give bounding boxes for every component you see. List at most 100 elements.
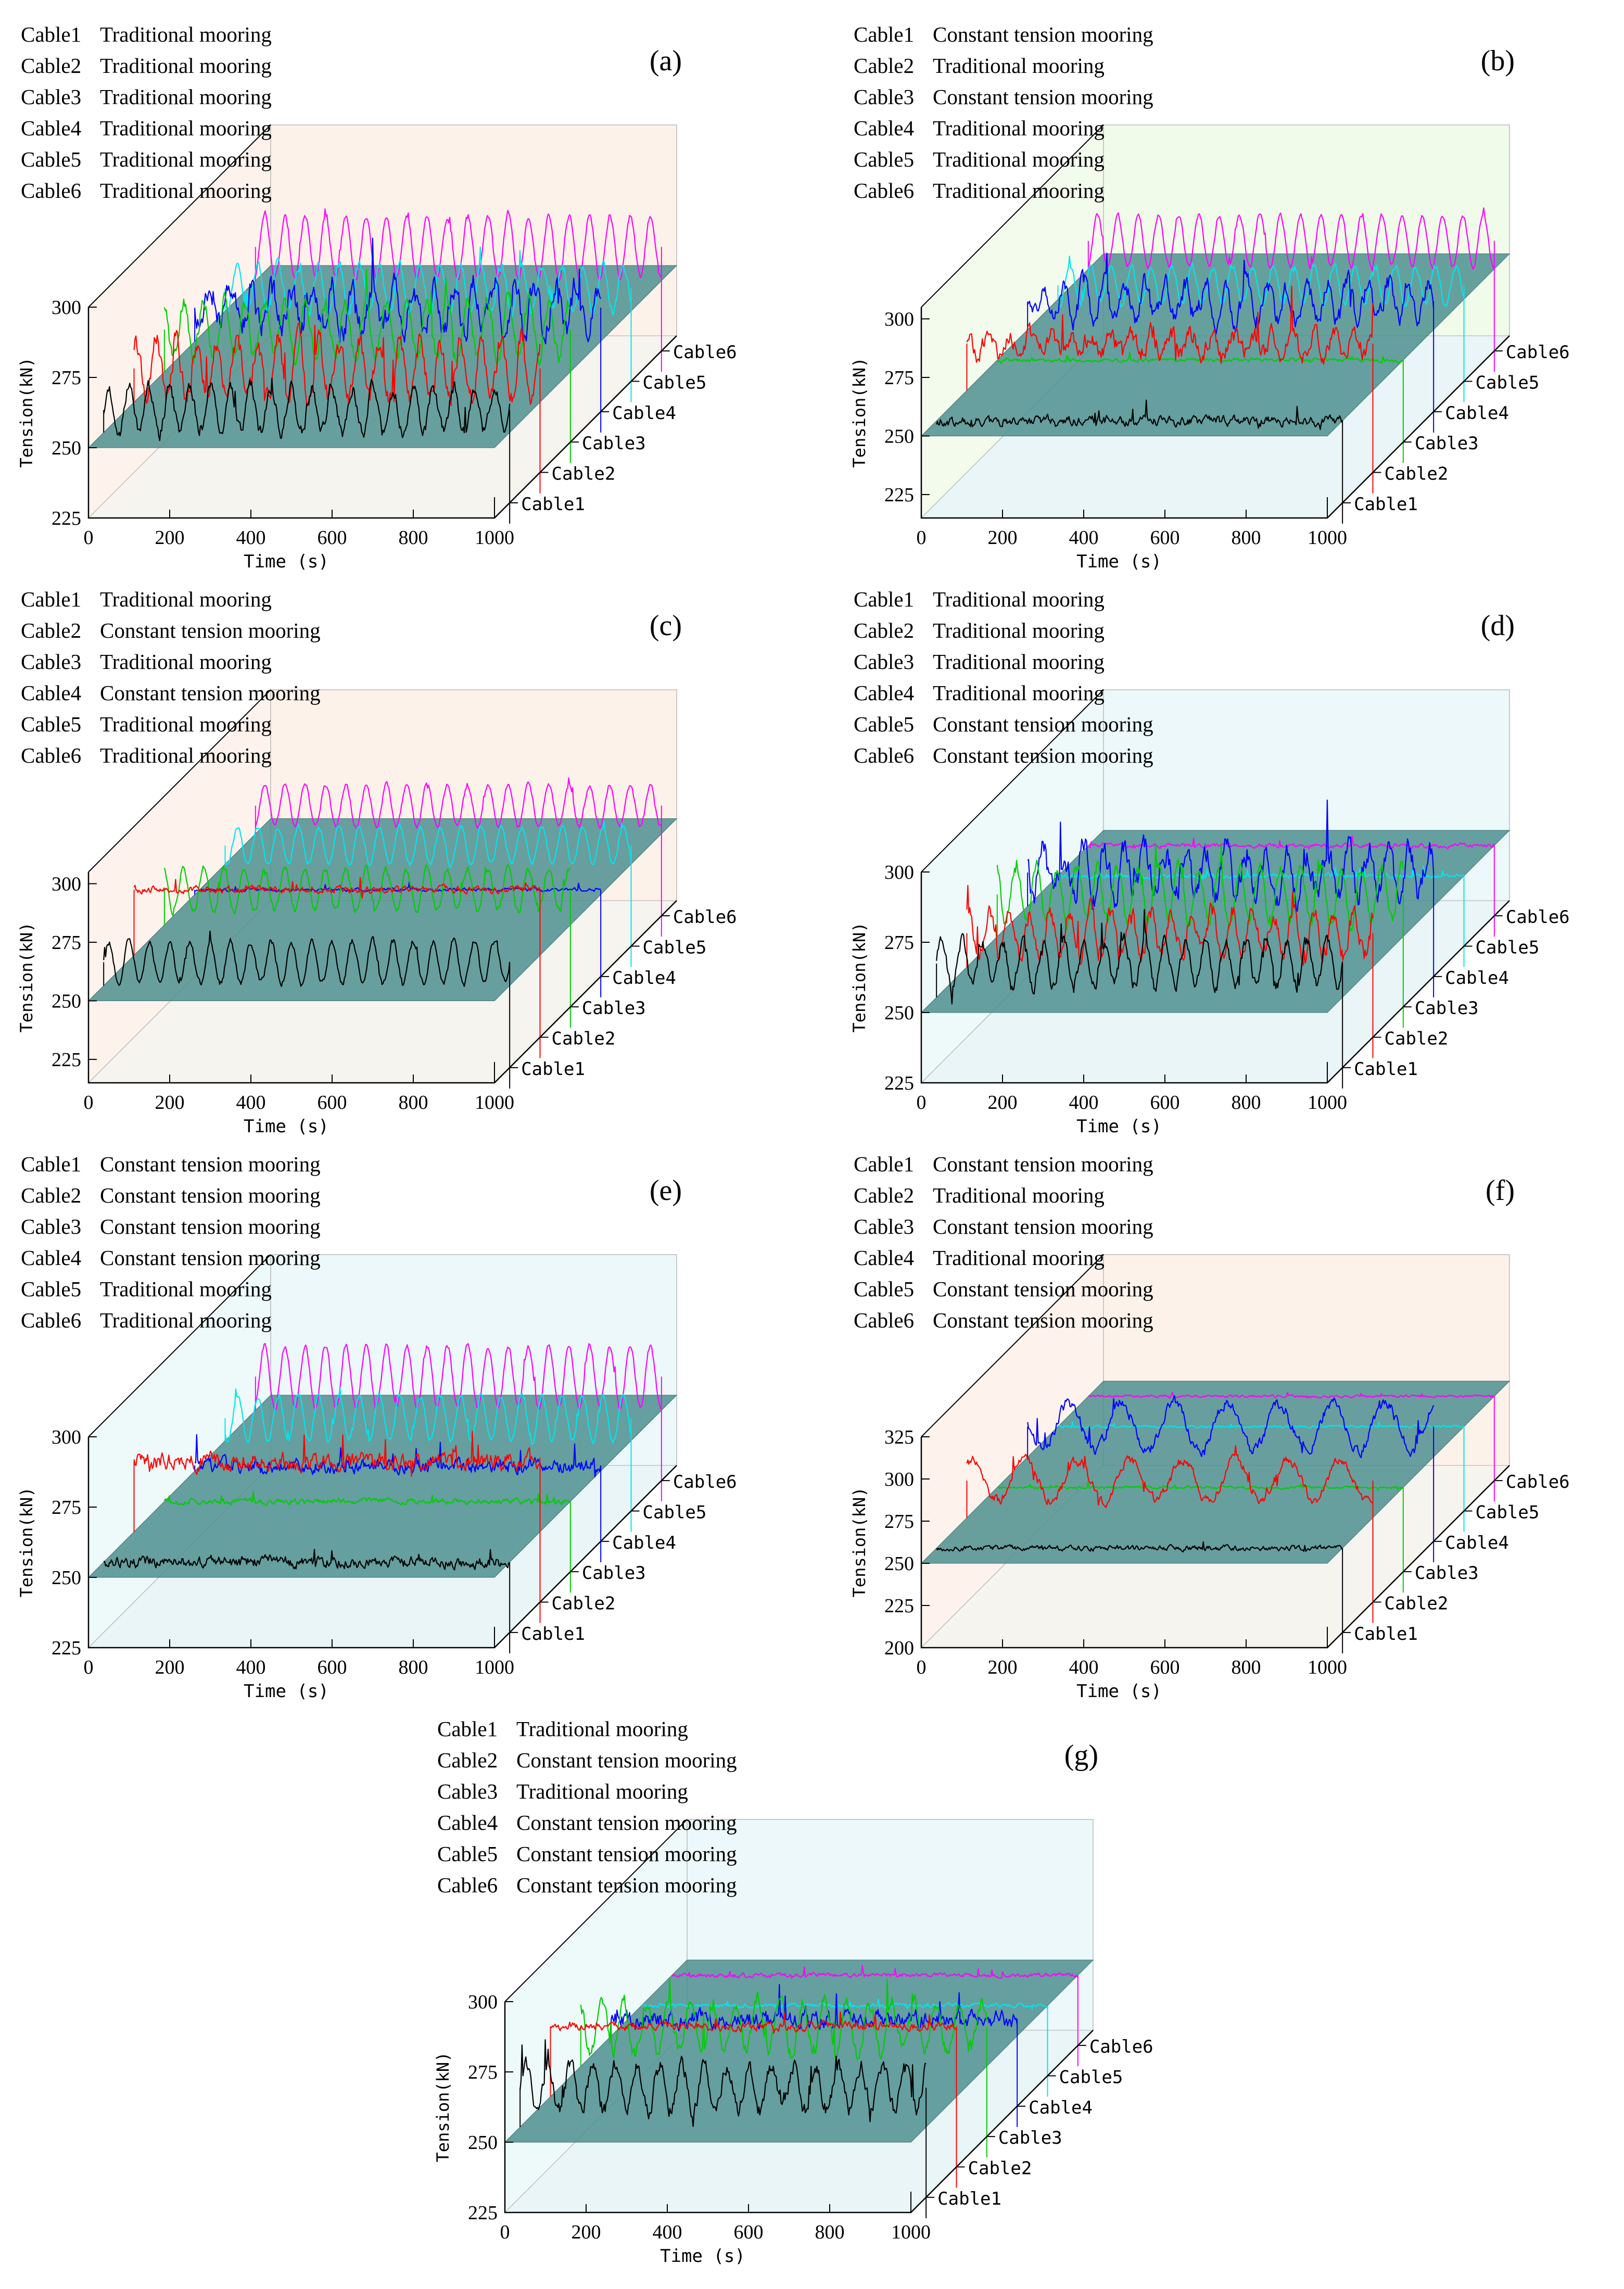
- y-tick-label: 225: [52, 1049, 81, 1071]
- legend-mooring-type: Traditional mooring: [933, 618, 1105, 642]
- legend-cable-name: Cable1: [437, 1717, 498, 1741]
- y-tick-label: 275: [884, 367, 914, 389]
- legend-cable-name: Cable4: [21, 681, 81, 705]
- depth-label-cable5: Cable5: [1476, 1502, 1540, 1523]
- series-line-cable3: [163, 1490, 571, 1506]
- x-tick-label: 800: [399, 1092, 428, 1114]
- x-tick-label: 0: [500, 2221, 510, 2243]
- legend-mooring-type: Traditional mooring: [100, 743, 272, 767]
- legend-cable-name: Cable2: [21, 54, 81, 78]
- legend-cable-name: Cable2: [21, 1183, 81, 1207]
- legend-cable-name: Cable2: [437, 1748, 498, 1772]
- depth-label-cable2: Cable2: [968, 2158, 1032, 2179]
- series-line-cable2: [133, 1431, 541, 1477]
- x-tick-label: 1000: [891, 2221, 931, 2243]
- series-line-cable5: [1058, 865, 1464, 880]
- legend-cable-name: Cable5: [21, 1277, 81, 1301]
- y-axis-label: Tension(kN): [849, 1487, 869, 1598]
- x-tick-label: 200: [155, 1092, 185, 1114]
- legend-cable-name: Cable5: [854, 1277, 914, 1301]
- legend-cable-name: Cable3: [21, 85, 81, 109]
- x-tick-label: 600: [318, 527, 347, 549]
- series-line-cable4: [1027, 252, 1435, 335]
- x-tick-label: 400: [1069, 1656, 1099, 1678]
- depth-label-cable3: Cable3: [1415, 433, 1479, 454]
- panel-a: 0 200 400 600 800 1000 Time (s) 225 250 275 300 Ten…: [10, 10, 737, 572]
- x-axis-label: Time (s): [660, 2246, 745, 2267]
- series-line-cable5: [641, 1998, 1048, 2010]
- legend-mooring-type: Traditional mooring: [100, 712, 272, 736]
- legend-mooring-type: Traditional mooring: [933, 650, 1105, 674]
- depth-label-cable2: Cable2: [1385, 1594, 1449, 1614]
- series-line-cable6: [255, 208, 662, 282]
- legend-cable-name: Cable3: [21, 1215, 81, 1238]
- panel-letter: (d): [1481, 610, 1515, 642]
- series-line-cable3: [580, 1977, 987, 2062]
- legend-mooring-type: Constant tension mooring: [100, 618, 321, 642]
- x-tick-label: 600: [318, 1092, 347, 1114]
- chart-svg-3: 0 200 400 600 800 1000 Time (s) 225 250 275 300 Ten…: [849, 587, 1570, 1137]
- legend-mooring-type: Traditional mooring: [100, 179, 272, 203]
- depth-label-cable3: Cable3: [998, 2128, 1062, 2148]
- x-axis-label: Time (s): [1076, 1681, 1162, 1702]
- y-tick-label: 200: [884, 1637, 914, 1659]
- chart-svg-0: 0 200 400 600 800 1000 Time (s) 225 250 275 300 Ten…: [17, 22, 737, 572]
- legend-cable-name: Cable1: [21, 587, 81, 611]
- depth-label-cable6: Cable6: [1089, 2037, 1153, 2057]
- depth-label-cable2: Cable2: [552, 464, 616, 485]
- depth-label-cable1: Cable1: [1354, 494, 1418, 515]
- legend-mooring-type: Traditional mooring: [100, 147, 272, 171]
- x-tick-label: 200: [988, 1092, 1018, 1114]
- x-tick-label: 0: [84, 1092, 94, 1114]
- legend-mooring-type: Traditional mooring: [933, 1246, 1105, 1270]
- legend-cable-name: Cable6: [854, 743, 914, 767]
- panel-letter: (b): [1481, 45, 1515, 77]
- legend-mooring-type: Traditional mooring: [933, 179, 1105, 203]
- legend-mooring-type: Traditional mooring: [933, 147, 1105, 171]
- x-tick-label: 400: [236, 1092, 266, 1114]
- y-tick-label: 300: [52, 1426, 81, 1448]
- series-line-cable1: [103, 377, 511, 441]
- depth-label-cable5: Cable5: [1059, 2067, 1123, 2088]
- y-tick-label: 275: [884, 1511, 914, 1533]
- depth-label-cable3: Cable3: [582, 998, 646, 1019]
- x-tick-label: 800: [1232, 1092, 1261, 1114]
- depth-label-cable6: Cable6: [673, 907, 737, 928]
- legend-cable-name: Cable2: [21, 618, 81, 642]
- legend-mooring-type: Constant tension mooring: [933, 1277, 1153, 1301]
- y-tick-label: 275: [468, 2062, 498, 2083]
- axis-depth-edge: [88, 124, 271, 308]
- legend-mooring-type: Constant tension mooring: [933, 712, 1153, 736]
- x-tick-label: 800: [1232, 527, 1261, 549]
- series-line-cable3: [163, 864, 571, 917]
- legend-cable-name: Cable6: [854, 1308, 914, 1332]
- x-tick-label: 600: [1150, 1092, 1180, 1114]
- y-tick-label: 300: [884, 862, 914, 883]
- y-tick-label: 250: [52, 991, 81, 1013]
- depth-label-cable5: Cable5: [1476, 938, 1540, 958]
- y-tick-label: 225: [884, 1595, 914, 1617]
- x-tick-label: 1000: [475, 527, 514, 549]
- y-tick-label: 275: [52, 932, 81, 954]
- depth-label-cable5: Cable5: [643, 373, 707, 394]
- y-tick-label: 225: [52, 1637, 81, 1659]
- legend-mooring-type: Traditional mooring: [100, 1308, 272, 1332]
- mean-plane: [87, 1395, 678, 1578]
- depth-label-cable3: Cable3: [1415, 998, 1479, 1019]
- depth-label-cable1: Cable1: [937, 2189, 1001, 2209]
- legend-mooring-type: Constant tension mooring: [933, 22, 1153, 46]
- panel-g: 0 200 400 600 800 1000 Time (s) 225 250 275 300 Ten…: [427, 1705, 1153, 2267]
- x-tick-label: 200: [572, 2221, 601, 2243]
- y-tick-label: 300: [52, 874, 81, 895]
- panel-letter: (c): [650, 610, 682, 642]
- panel-c: 0 200 400 600 800 1000 Time (s) 225 250 275 300 Ten…: [10, 575, 737, 1137]
- depth-label-cable4: Cable4: [612, 968, 676, 989]
- series-line-cable2: [966, 884, 1374, 966]
- legend-cable-name: Cable4: [854, 1246, 914, 1270]
- legend-mooring-type: Traditional mooring: [933, 54, 1105, 78]
- y-axis-label: Tension(kN): [433, 2052, 453, 2162]
- x-tick-label: 1000: [1308, 1656, 1347, 1678]
- x-tick-label: 0: [917, 1092, 927, 1114]
- legend-mooring-type: Constant tension mooring: [516, 1811, 737, 1835]
- series-line-cable2: [133, 877, 541, 899]
